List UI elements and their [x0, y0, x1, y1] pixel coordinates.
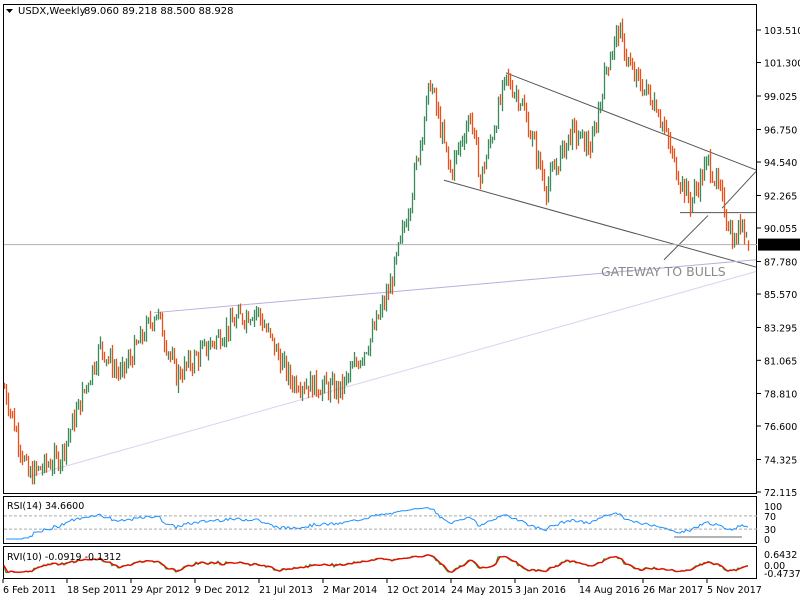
- time-tick-label: 21 Jul 2013: [259, 585, 313, 596]
- trendline-upper-channel: [505, 72, 757, 171]
- price-tick-label: 94.540: [764, 158, 797, 169]
- price-tick-label: 96.750: [764, 125, 797, 136]
- price-axis: 103.510 101.300 99.025 96.750 94.540 92.265 90…: [757, 26, 800, 499]
- dropdown-triangle-icon[interactable]: [6, 9, 13, 13]
- time-tick-label: 9 Dec 2012: [195, 585, 250, 596]
- time-tick-label: 2 Mar 2014: [323, 585, 377, 596]
- time-tick-label: 12 Oct 2014: [387, 585, 446, 596]
- current-price-label: 88.928: [763, 241, 796, 252]
- time-axis: 6 Feb 2011 18 Sep 2011 29 Apr 2012 9 Dec 20…: [2, 579, 762, 596]
- time-tick-label: 14 Aug 2016: [579, 585, 640, 596]
- price-tick-label: 76.600: [764, 422, 797, 433]
- rvi-signal-line: [3, 554, 749, 574]
- rsi-panel-frame: [3, 496, 757, 544]
- price-tick-label: 78.810: [764, 389, 797, 400]
- trendline-purple-resistance: [153, 259, 757, 314]
- trendline-lower-channel: [443, 179, 757, 268]
- time-tick-label: 18 Sep 2011: [67, 585, 127, 596]
- main-panel-frame: [3, 4, 757, 494]
- rvi-tick-label: 0.00: [764, 561, 785, 572]
- trendlines: [4, 72, 757, 478]
- rvi-tick-label: 0.6432: [764, 550, 797, 561]
- price-tick-label: 103.510: [764, 26, 800, 37]
- rsi-title: RSI(14) 34.6600: [7, 501, 84, 512]
- price-tick-label: 87.780: [764, 257, 797, 268]
- rvi-title: RVI(10) -0.0919 -0.1312: [7, 552, 121, 563]
- rsi-tick-label: 70: [764, 512, 776, 523]
- annotation-gateway-to-bulls: GATEWAY TO BULLS: [601, 264, 726, 279]
- rsi-line: [6, 507, 749, 540]
- time-tick-label: 26 Mar 2017: [643, 585, 703, 596]
- rsi-tick-label: 100: [764, 502, 782, 513]
- price-tick-label: 99.025: [764, 92, 797, 103]
- rsi-tick-label: 0: [764, 535, 770, 546]
- trendline-gateway-pointer-upper: [721, 171, 757, 209]
- price-tick-label: 92.265: [764, 191, 797, 202]
- rsi-tick-label: 30: [764, 525, 776, 536]
- time-tick-label: 29 Apr 2012: [131, 585, 190, 596]
- price-tick-label: 72.115: [764, 488, 797, 499]
- trendline-purple-support: [27, 271, 757, 478]
- rvi-tick-label: -0.4737: [764, 569, 800, 580]
- price-bars: [3, 18, 750, 485]
- price-tick-label: 90.055: [764, 224, 797, 235]
- price-tick-label: 81.065: [764, 356, 797, 367]
- price-tick-label: 101.300: [764, 59, 800, 70]
- price-tick-label: 74.325: [764, 455, 797, 466]
- time-tick-label: 5 Nov 2017: [707, 585, 762, 596]
- time-tick-label: 3 Jan 2016: [515, 585, 566, 596]
- price-tick-label: 85.570: [764, 290, 797, 301]
- rvi-panel-frame: [3, 546, 757, 579]
- time-tick-label: 6 Feb 2011: [3, 585, 56, 596]
- current-price-marker: [758, 238, 800, 251]
- symbol-timeframe: USDX,Weekly: [18, 6, 86, 17]
- price-tick-label: 83.295: [764, 323, 797, 334]
- time-tick-label: 24 May 2015: [451, 585, 513, 596]
- ohlc-values: 89.060 89.218 88.500 88.928: [84, 6, 234, 17]
- trendline-gateway-pointer-lower: [663, 215, 709, 261]
